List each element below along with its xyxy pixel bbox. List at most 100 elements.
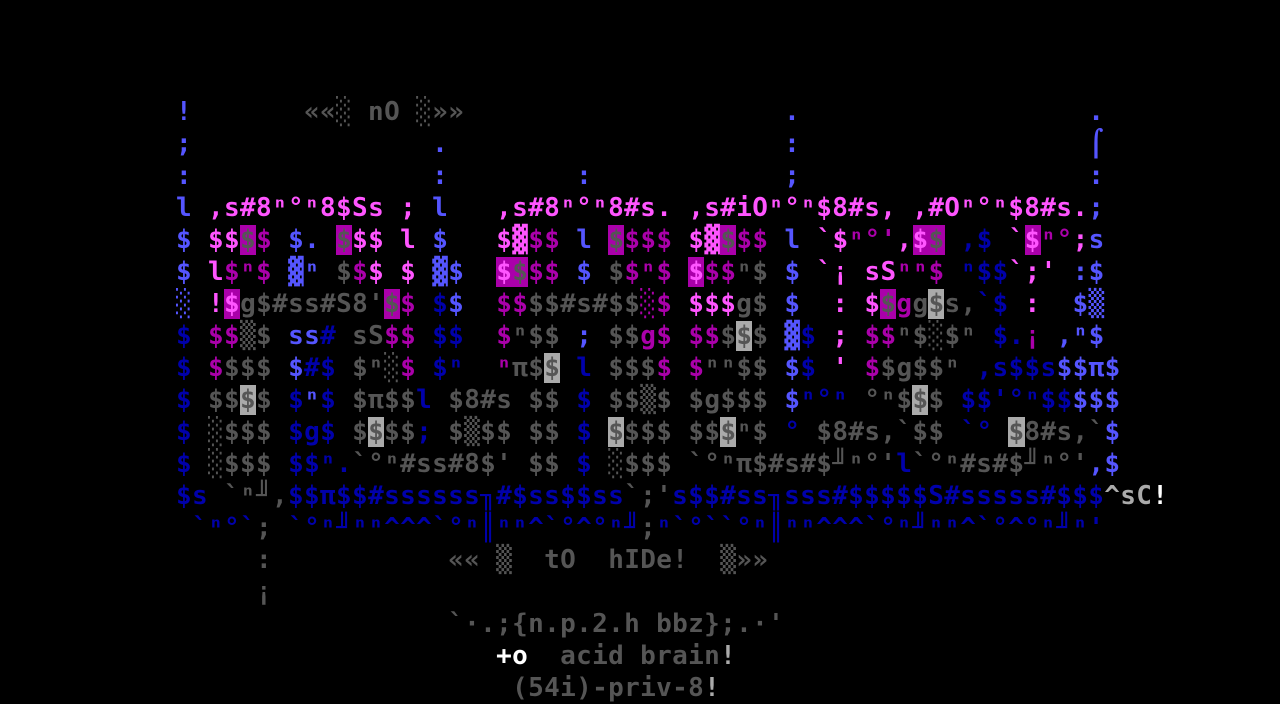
art-glyphs: g$#ss#S8': [240, 289, 385, 319]
art-row: $ $$$$ $. $$$ l $ $▓$$ l $$$$ $▓$$$ l `$…: [0, 224, 1280, 256]
spacer: [384, 257, 400, 287]
art-glyphs: ^sC: [1104, 481, 1153, 511]
art-glyphs: $ⁿ: [432, 353, 465, 383]
art-glyphs: `¡: [816, 257, 849, 287]
art-glyphs: $: [224, 289, 241, 319]
spacer: [1057, 257, 1073, 287]
art-glyphs: $.: [288, 225, 321, 255]
spacer: [464, 97, 784, 127]
art-glyphs: ;: [784, 161, 801, 191]
art-glyphs: $: [928, 385, 945, 415]
art-glyphs: $: [256, 385, 273, 415]
art-glyphs: $π$$: [352, 385, 417, 415]
art-glyphs: ⁿ°: [1040, 225, 1073, 255]
art-glyphs: ««: [448, 545, 481, 575]
art-row: +o acid brain!: [0, 640, 1280, 672]
art-glyphs: l: [176, 193, 193, 223]
spacer: [176, 609, 448, 639]
art-glyphs: l: [208, 257, 225, 287]
spacer: [272, 513, 288, 543]
spacer: [448, 129, 784, 159]
art-glyphs: 8#s,`: [1024, 417, 1105, 447]
art-row: : «« ▒ tO hIDe! ▒»»: [0, 544, 1280, 576]
art-glyphs: ;: [400, 193, 417, 223]
spacer: [192, 97, 304, 127]
art-glyphs: (54i)-priv-8: [512, 673, 705, 703]
art-glyphs: $: [720, 417, 737, 447]
art-glyphs: $: [336, 257, 353, 287]
art-glyphs: $$: [864, 321, 897, 351]
spacer: [512, 545, 544, 575]
art-glyphs: ⁿ: [496, 353, 513, 383]
art-glyphs: `$: [816, 225, 849, 255]
art-glyphs: $: [784, 353, 801, 383]
art-glyphs: !: [208, 289, 225, 319]
art-glyphs: ⁿ$$: [512, 321, 561, 351]
art-glyphs: $$: [352, 225, 385, 255]
art-row: l ,s#8ⁿ°ⁿ8$Ss ; l ,s#8ⁿ°ⁿ8#s. ,s#iOⁿ°ⁿ$8…: [0, 192, 1280, 224]
art-glyphs: $ⁿ$: [624, 257, 673, 287]
art-glyphs: $$#s#$$: [528, 289, 641, 319]
spacer: [768, 321, 784, 351]
art-glyphs: $: [784, 257, 801, 287]
art-glyphs: $$: [432, 321, 465, 351]
art-glyphs: #: [320, 321, 337, 351]
spacer: [464, 321, 496, 351]
spacer: [320, 225, 336, 255]
art-glyphs: $8#s,`$$: [816, 417, 945, 447]
art-glyphs: ¡: [256, 577, 273, 607]
art-glyphs: ░$$$: [208, 417, 273, 447]
spacer: [592, 225, 608, 255]
spacer: [192, 257, 208, 287]
art-glyphs: ¡: [1024, 321, 1041, 351]
art-glyphs: s: [1088, 225, 1105, 255]
art-glyphs: `: [1008, 225, 1025, 255]
spacer: [336, 353, 352, 383]
art-glyphs: ▓ⁿ: [288, 257, 321, 287]
spacer: [176, 673, 512, 703]
spacer: [592, 161, 784, 191]
art-glyphs: `$: [976, 289, 1009, 319]
spacer: [448, 161, 576, 191]
art-glyphs: $: [176, 321, 193, 351]
art-row: $ l$ⁿ$ ▓ⁿ $$$ $ ▓$ $$$$ $ $$ⁿ$ $$$ⁿ$ $ `…: [0, 256, 1280, 288]
spacer: [416, 257, 432, 287]
spacer: [272, 257, 288, 287]
spacer: [432, 385, 448, 415]
art-glyphs: tO: [544, 545, 577, 575]
spacer: [688, 545, 720, 575]
spacer: [592, 353, 608, 383]
art-glyphs: $: [176, 449, 193, 479]
art-glyphs: $: [496, 225, 513, 255]
spacer: [512, 417, 528, 447]
art-glyphs: ;: [1088, 193, 1105, 223]
art-glyphs: ;: [256, 513, 273, 543]
art-glyphs: $$: [208, 385, 241, 415]
spacer: [592, 385, 608, 415]
art-glyphs: $$: [528, 225, 561, 255]
art-glyphs: $: [576, 385, 593, 415]
spacer: [272, 321, 288, 351]
spacer: [848, 321, 864, 351]
art-glyphs: $: [352, 417, 369, 447]
art-glyphs: ;: [1072, 225, 1089, 255]
art-glyphs: `;': [1008, 257, 1057, 287]
art-glyphs: $: [576, 449, 593, 479]
spacer: [416, 321, 432, 351]
art-glyphs: $$: [528, 417, 561, 447]
spacer: [192, 225, 208, 255]
art-glyphs: $$: [688, 417, 721, 447]
spacer: [672, 289, 688, 319]
spacer: [480, 545, 496, 575]
art-glyphs: $ⁿ░: [352, 353, 401, 383]
art-glyphs: :: [832, 289, 849, 319]
art-glyphs: $: [256, 225, 273, 255]
spacer: [592, 449, 608, 479]
spacer: [800, 417, 816, 447]
art-glyphs: $g$: [288, 417, 337, 447]
art-glyphs: `°: [960, 417, 993, 447]
art-glyphs: ⁿ$: [736, 257, 769, 287]
art-glyphs: $: [176, 385, 193, 415]
spacer: [1041, 289, 1073, 319]
spacer: [192, 353, 208, 383]
